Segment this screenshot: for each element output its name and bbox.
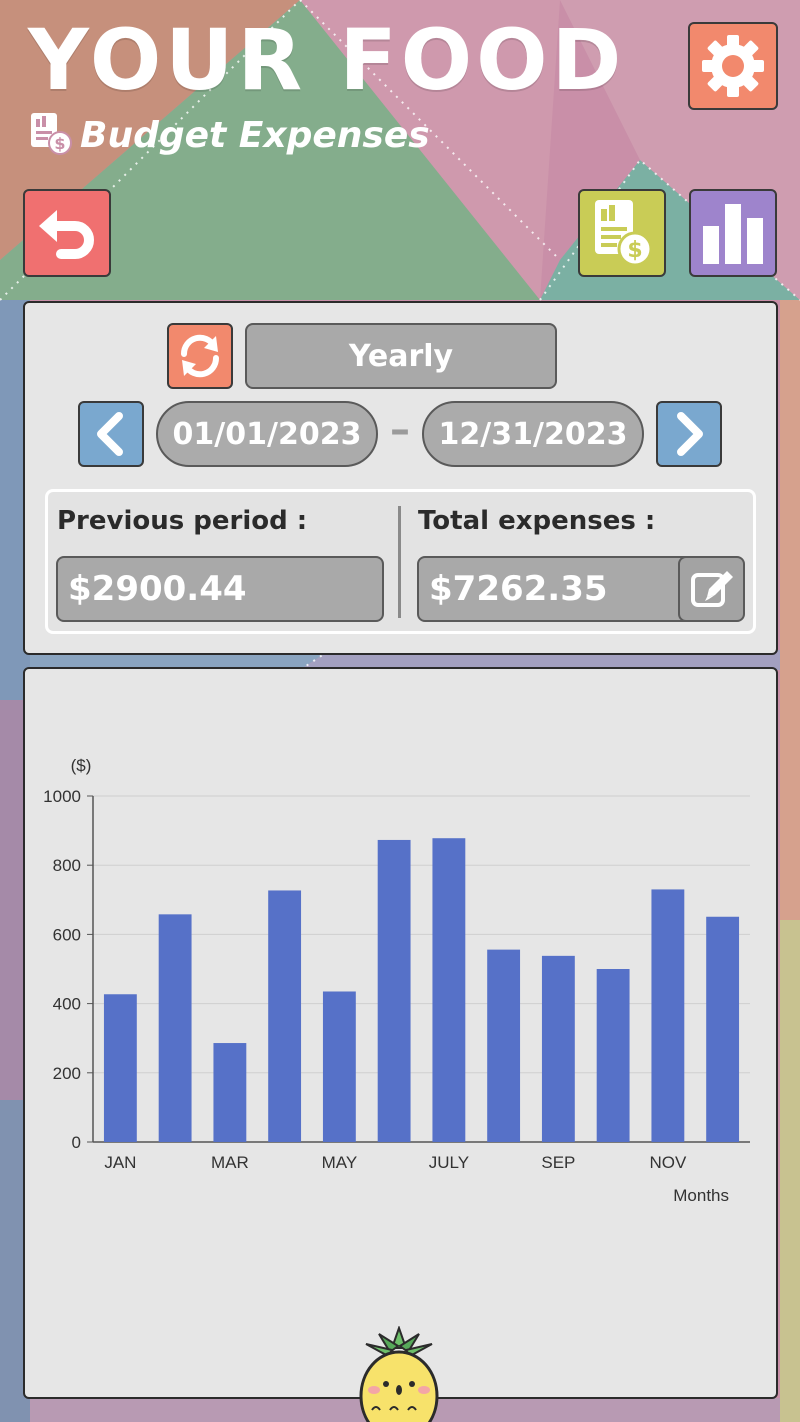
x-axis-label: Months: [673, 1186, 729, 1205]
start-date-field[interactable]: 01/01/2023: [156, 401, 378, 467]
subtitle-row: $ Budget Expenses: [28, 110, 430, 160]
bar-oct: [596, 969, 630, 1142]
controls-panel: Yearly 01/01/2023 – 12/31/2023 Previous …: [23, 301, 778, 655]
y-axis-label: ($): [71, 756, 92, 775]
x-tick-label: JULY: [429, 1153, 469, 1172]
total-expenses-label: Total expenses :: [418, 506, 656, 536]
monthly-expenses-chart: 0 200 400 600 800 1000 JAN MAR MAY JULY SEP NOV ($) M…: [43, 756, 750, 1205]
y-tick-label: 200: [53, 1064, 81, 1083]
bar-nov: [651, 889, 685, 1142]
x-tick-label: SEP: [541, 1153, 575, 1172]
summary-divider: [398, 506, 401, 618]
report-dollar-icon: $: [28, 110, 72, 160]
edit-total-button[interactable]: [678, 556, 745, 622]
app-subtitle: Budget Expenses: [80, 114, 430, 156]
bar-apr: [268, 890, 302, 1142]
refresh-icon: [180, 334, 220, 378]
statistics-button[interactable]: [689, 189, 777, 277]
bar-mar: [213, 1043, 247, 1142]
report-dollar-icon: $: [595, 200, 653, 267]
next-period-button[interactable]: [656, 401, 722, 467]
previous-period-label: Previous period :: [57, 506, 308, 536]
x-tick-label: MAY: [322, 1153, 358, 1172]
bar-sep: [541, 955, 575, 1142]
pineapple-icon: [359, 1324, 439, 1422]
bar-july: [432, 838, 466, 1142]
x-tick-label: NOV: [649, 1153, 687, 1172]
previous-period-button[interactable]: [78, 401, 144, 467]
svg-text:$: $: [54, 134, 65, 153]
x-tick-label: MAR: [211, 1153, 249, 1172]
bar-feb: [158, 914, 192, 1142]
y-tick-label: 600: [53, 925, 81, 944]
previous-period-value: $2900.44: [56, 556, 384, 622]
summary-box: Previous period : $2900.44 Total expense…: [45, 489, 756, 634]
pineapple-mascot: [354, 1324, 444, 1422]
bar-aug: [487, 949, 521, 1142]
x-tick-label: JAN: [104, 1153, 136, 1172]
chevron-right-icon: [677, 412, 703, 456]
bar-may: [322, 991, 356, 1142]
bar-jan: [103, 994, 137, 1142]
report-button[interactable]: $: [578, 189, 666, 277]
refresh-button[interactable]: [167, 323, 233, 389]
total-expenses-value: $7262.35: [417, 556, 707, 622]
y-tick-label: 400: [53, 995, 81, 1014]
date-separator: –: [390, 407, 410, 453]
settings-button[interactable]: [688, 22, 778, 110]
bar-chart-icon: [703, 204, 763, 264]
chart-panel: 0 200 400 600 800 1000 JAN MAR MAY JULY SEP NOV ($) M…: [23, 667, 778, 1399]
svg-text:$: $: [627, 238, 642, 263]
undo-arrow-icon: [39, 210, 94, 259]
app-title: YOUR FOOD: [28, 11, 626, 109]
end-date-field[interactable]: 12/31/2023: [422, 401, 644, 467]
bar-jun: [377, 839, 411, 1142]
period-selector[interactable]: Yearly: [245, 323, 557, 389]
y-tick-label: 800: [53, 856, 81, 875]
chevron-left-icon: [97, 412, 123, 456]
edit-icon: [690, 571, 733, 607]
bar-dec: [706, 916, 740, 1142]
back-button[interactable]: [23, 189, 111, 277]
gear-icon: [702, 35, 764, 97]
y-tick-label: 0: [72, 1133, 81, 1152]
y-tick-label: 1000: [43, 787, 81, 806]
